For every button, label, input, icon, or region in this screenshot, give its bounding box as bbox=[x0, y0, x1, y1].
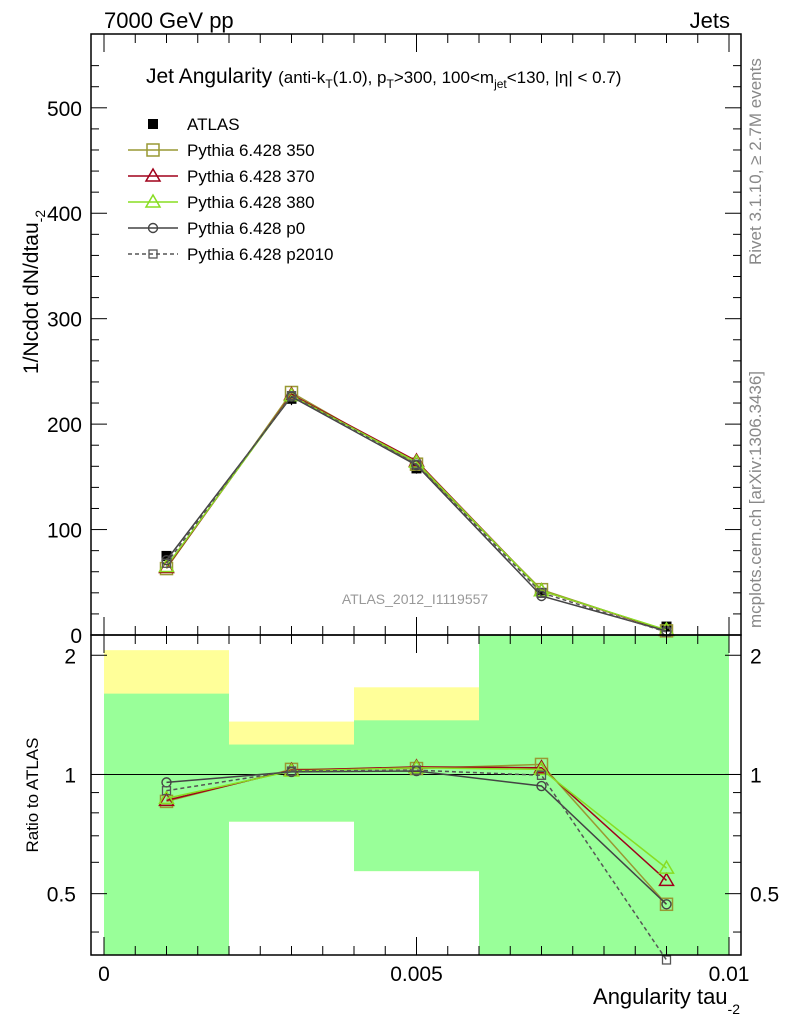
legend-label: Pythia 6.428 350 bbox=[187, 141, 315, 160]
series-5-point bbox=[536, 588, 547, 598]
uncertainty-band-green bbox=[479, 635, 604, 955]
ratio-tick-label: 0.5 bbox=[750, 884, 779, 907]
legend-marker bbox=[144, 193, 162, 208]
series-5-point bbox=[286, 391, 297, 401]
series-5-ratio-point bbox=[411, 765, 422, 775]
analysis-id-label: ATLAS_2012_I1119557 bbox=[342, 591, 489, 607]
ratio-tick-label: 1 bbox=[750, 764, 762, 787]
series-2-ratio-point bbox=[158, 791, 175, 807]
legend-marker bbox=[144, 167, 162, 182]
x-axis-label: Angularity tau-2 bbox=[593, 984, 740, 1017]
series-3-ratio-point bbox=[658, 859, 675, 874]
ratio-tick-label: 2 bbox=[64, 645, 76, 668]
atlas-data-point bbox=[536, 587, 547, 598]
uncertainty-band-green bbox=[604, 635, 729, 955]
series-3-line bbox=[165, 394, 667, 631]
mcplots-label: mcplots.cern.ch [arXiv:1306.3436] bbox=[746, 371, 765, 628]
y-tick-label: 100 bbox=[47, 520, 82, 543]
legend-marker bbox=[148, 119, 158, 129]
y-tick-label: 200 bbox=[47, 414, 82, 437]
series-3-ratio-point bbox=[158, 789, 175, 805]
series-5-ratio-point bbox=[286, 766, 297, 776]
uncertainty-band-green bbox=[229, 744, 354, 822]
legend-label: ATLAS bbox=[187, 115, 240, 134]
series-2-ratio-point bbox=[658, 871, 675, 887]
ratio-tick-label: 2 bbox=[750, 645, 762, 668]
header-right-label: Jets bbox=[690, 8, 730, 33]
series-5-ratio-point bbox=[161, 786, 172, 796]
legend-label: Pythia 6.428 p2010 bbox=[187, 245, 334, 264]
rivet-version-label: Rivet 3.1.10, ≥ 2.7M events bbox=[746, 58, 765, 265]
series-5-line bbox=[165, 394, 667, 633]
x-tick-label: 0 bbox=[98, 963, 110, 986]
series-5-ratio-point bbox=[661, 955, 672, 965]
x-tick-label: 0.005 bbox=[390, 963, 443, 986]
series-5-ratio-line bbox=[166, 769, 668, 961]
chart-title: Jet Angularity (anti-kT(1.0), pT>300, 100… bbox=[146, 65, 621, 91]
uncertainty-band-green bbox=[104, 693, 229, 955]
series-2-ratio-point bbox=[533, 759, 550, 774]
y-axis-label: 1/Ncdot dN/dtau-2 bbox=[20, 210, 48, 374]
legend-marker bbox=[146, 143, 160, 157]
y-tick-label: 400 bbox=[47, 203, 82, 226]
series-1-ratio-point bbox=[659, 897, 674, 912]
legend-label: Pythia 6.428 p0 bbox=[187, 219, 305, 238]
legend-marker bbox=[148, 249, 158, 259]
ratio-tick-label: 1 bbox=[64, 764, 76, 787]
series-4-ratio-line bbox=[166, 770, 668, 905]
series-4-ratio-point bbox=[536, 780, 547, 792]
legend-label: Pythia 6.428 370 bbox=[187, 167, 315, 186]
y-tick-label: 500 bbox=[47, 98, 82, 121]
series-4-ratio-point bbox=[661, 899, 672, 910]
y-tick-label: 300 bbox=[47, 309, 82, 332]
series-3-ratio-line bbox=[166, 766, 667, 869]
legend-label: Pythia 6.428 380 bbox=[187, 193, 315, 212]
series-3-ratio-point bbox=[533, 760, 550, 776]
series-5-point bbox=[161, 558, 172, 568]
series-5-ratio-point bbox=[536, 770, 547, 780]
ratio-tick-label: 0.5 bbox=[47, 884, 76, 907]
ratio-y-axis-label: Ratio to ATLAS bbox=[23, 738, 42, 853]
series-5-point bbox=[411, 459, 422, 469]
header-left-label: 7000 GeV pp bbox=[104, 8, 234, 33]
x-tick-label: 0.01 bbox=[709, 963, 750, 986]
uncertainty-band-green bbox=[354, 720, 479, 872]
y-tick-label: 0 bbox=[70, 625, 82, 648]
series-1-ratio-point bbox=[534, 757, 549, 772]
legend-marker bbox=[147, 222, 159, 234]
